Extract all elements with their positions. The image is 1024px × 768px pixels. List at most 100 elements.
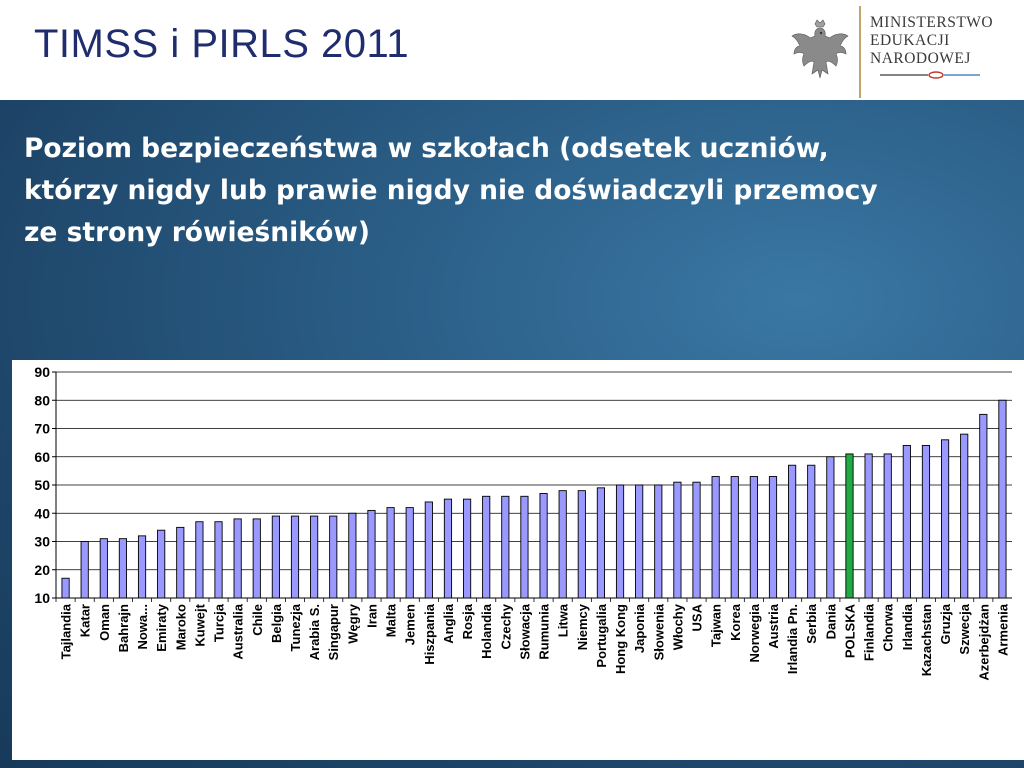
bar [99,538,108,599]
bar [290,515,300,599]
x-tick-label: Tajwan [709,604,724,647]
bar [883,453,892,599]
subtitle-line-3: ze strony rówieśników) [24,217,370,248]
logo-divider [859,6,861,98]
subtitle-line-2: którzy nigdy lub prawie nigdy nie doświa… [24,175,878,206]
bar [367,509,376,599]
x-tick-label: Tajlandia [59,603,74,659]
chart-panel: 10 20 30 40 50 60 70 80 90 Tajlandia Katar Oman Bahr… [12,360,1024,760]
bar [271,515,280,599]
x-tick-label: Tunezja [288,603,303,651]
bar [310,515,319,599]
x-tick-label: Malta [384,603,399,637]
bar [902,444,911,599]
bar-highlight [845,453,854,599]
x-tick-label: Kuwejt [192,603,207,646]
bar [405,507,414,599]
bar [252,518,261,599]
logo-line-1: MINISTERSTWO [870,14,994,31]
bar [558,490,567,599]
x-tick-label: Chile [250,604,265,636]
x-tick-label: Szwecja [957,603,972,654]
ministry-logo-text: MINISTERSTWO EDUKACJI NARODOWEJ [870,14,993,68]
x-tick-label: Anglia [441,603,456,643]
logo-line-3: NARODOWEJ [870,50,971,67]
x-tick-label: Austria [766,603,781,649]
x-tick-label: Turcja [212,603,227,642]
y-tick-label: 30 [34,534,50,550]
pen-underline-icon [880,71,980,79]
x-tick-label: Korea [728,603,743,641]
x-tick-label: Serbia [804,603,819,644]
x-tick-label: Armenia [995,603,1010,656]
x-tick-label: Jemen [403,604,418,645]
bar [635,484,644,599]
bar [137,535,147,599]
bar [348,512,357,599]
bar [673,481,682,599]
bar [443,498,453,599]
y-tick-label: 50 [34,477,50,493]
y-tick-label: 70 [34,421,50,437]
bar [80,541,89,599]
x-tick-label: Arabia S. [307,604,322,660]
bar-chart: 10 20 30 40 50 60 70 80 90 Tajlandia Katar Oman Bahr… [34,364,1012,681]
x-tick-label: POLSKA [842,603,857,658]
x-tick-label: Oman [97,604,112,641]
bar [214,521,223,599]
x-tick-label: Rosja [460,603,475,639]
logo-line-2: EDUKACJI [870,32,950,49]
bar [329,515,338,599]
x-tick-label: Niemcy [575,603,590,650]
bar [596,487,606,599]
x-tick-label: Irlandia [900,603,915,650]
bar [462,498,472,599]
y-tick-label: 20 [34,562,50,578]
x-tick-label: Nowa... [135,604,150,650]
slide-title: TIMSS i PIRLS 2011 [34,22,410,66]
x-tick-label: Gruzja [938,603,953,644]
white-eagle-emblem-icon [791,19,849,79]
x-tick-label: Litwa [556,603,571,637]
x-tick-label: Maroko [173,604,188,650]
x-tick-label: Słowenia [651,603,666,660]
x-tick-label: Słowacja [517,603,532,659]
x-tick-label: Rumunia [537,603,552,659]
x-tick-label: Azerbejdżan [976,604,991,681]
bar [176,526,185,599]
x-tick-label: Irlandia Pn. [785,604,800,674]
bar [940,439,950,599]
bar [615,484,625,599]
x-tick-label: Chorwa [881,603,896,651]
x-tick-label: Włochy [670,603,685,650]
x-tick-label: USA [690,603,705,631]
bar [157,529,166,599]
bar [233,518,242,599]
bar [864,453,873,599]
y-tick-label: 40 [34,505,50,521]
subtitle-line-1: Poziom bezpieczeństwa w szkołach (odsete… [24,133,829,164]
bar [826,456,835,599]
bar [730,476,739,599]
header-bar: TIMSS i PIRLS 2011 MINISTERSTWO EDUKACJI… [0,0,1024,100]
x-tick-label: Finlandia [862,603,877,661]
x-tick-label: Holandia [479,603,494,659]
x-tick-label: Hong Kong [613,604,628,674]
bar [501,495,510,599]
bar [577,490,586,599]
bar [711,476,720,599]
bar [960,433,969,599]
bar [386,507,395,599]
x-tick-label: Norwegia [747,603,762,662]
bar [692,481,701,599]
bar [749,476,758,599]
x-tick-label: Katar [78,604,93,637]
x-tick-label: Singapur [326,604,341,660]
slide-subtitle: Poziom bezpieczeństwa w szkołach (odsete… [24,128,984,254]
bar [979,413,988,599]
x-tick-label: Japonia [632,603,647,653]
x-tick-label: Australia [231,603,246,659]
y-tick-label: 10 [34,590,50,606]
x-tick-label: Belgia [269,603,284,643]
bar [788,464,797,599]
